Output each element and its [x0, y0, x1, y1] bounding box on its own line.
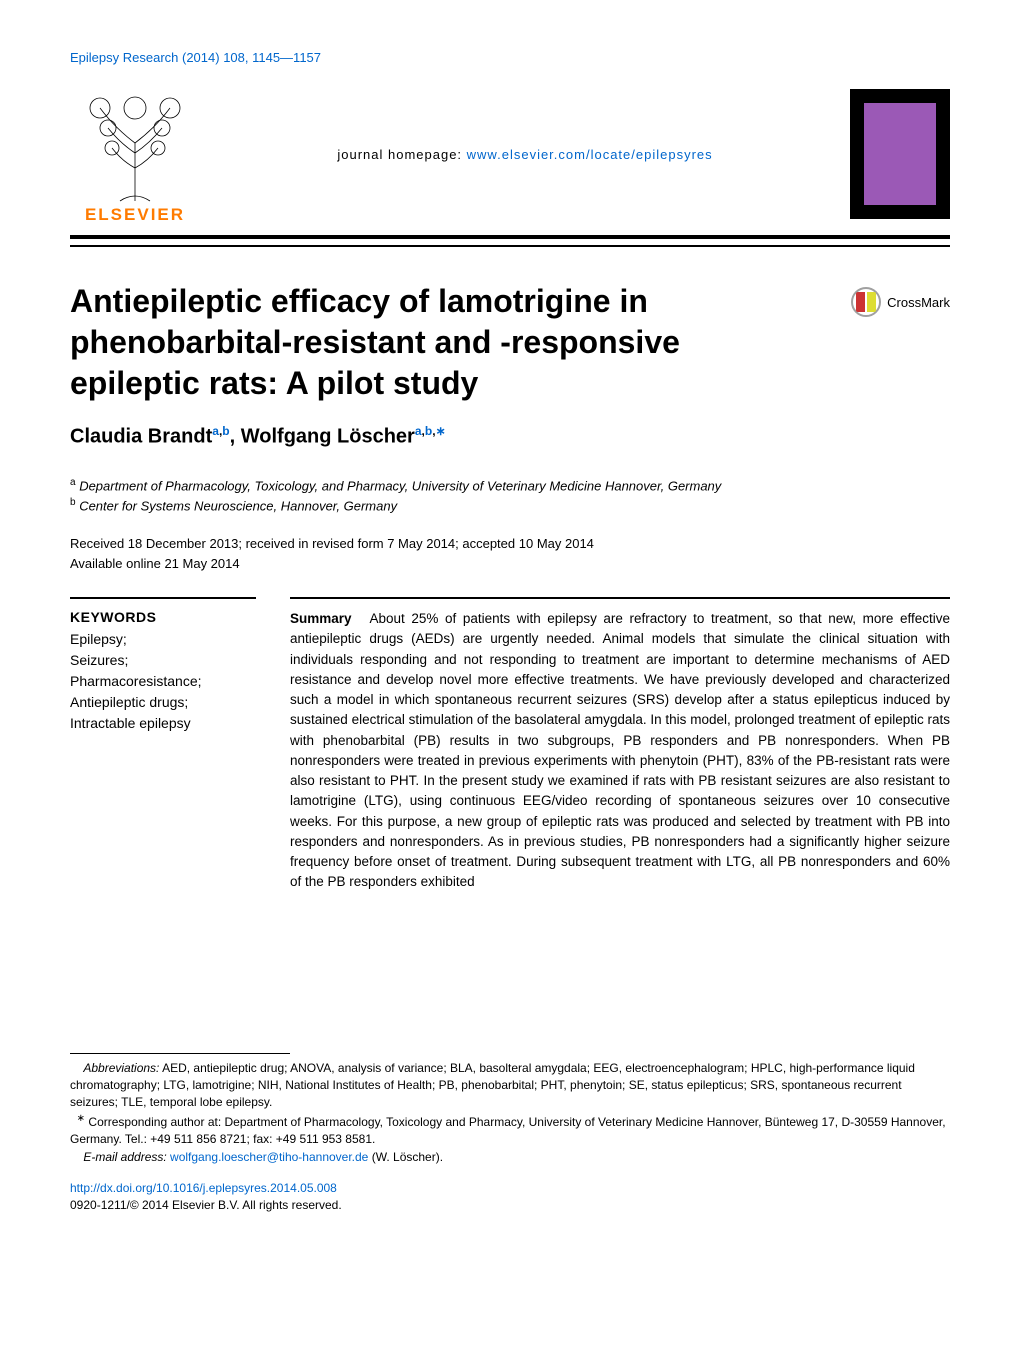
summary-body: About 25% of patients with epilepsy are …: [290, 611, 950, 889]
summary-paragraph: SummaryAbout 25% of patients with epilep…: [290, 609, 950, 893]
summary-column: SummaryAbout 25% of patients with epilep…: [290, 597, 950, 893]
homepage-link[interactable]: www.elsevier.com/locate/epilepsyres: [467, 147, 713, 162]
copyright-line: 0920-1211/© 2014 Elsevier B.V. All right…: [70, 1197, 950, 1214]
author-2-affil-a[interactable]: a: [415, 424, 422, 438]
email-who: (W. Löscher).: [368, 1150, 443, 1164]
author-1: Claudia Brandt: [70, 426, 212, 448]
article-title: Antiepileptic efficacy of lamotrigine in…: [70, 281, 760, 404]
keyword-item: Epilepsy;: [70, 629, 256, 650]
email-line: E-mail address: wolfgang.loescher@tiho-h…: [70, 1149, 950, 1166]
received-line: Received 18 December 2013; received in r…: [70, 534, 950, 554]
journal-homepage-line: journal homepage: www.elsevier.com/locat…: [200, 147, 850, 162]
summary-lead: Summary: [290, 611, 352, 626]
doi-link[interactable]: http://dx.doi.org/10.1016/j.eplepsyres.2…: [70, 1181, 337, 1195]
authors-line: Claudia Brandta,b, Wolfgang Löschera,b,∗: [70, 424, 950, 449]
homepage-label: journal homepage:: [337, 147, 466, 162]
keywords-column: KEYWORDS Epilepsy; Seizures; Pharmacores…: [70, 597, 256, 893]
publisher-logo-block: ELSEVIER: [70, 83, 200, 225]
corresponding-author-line: ∗ Corresponding author at: Department of…: [70, 1112, 950, 1149]
affiliation-b: Center for Systems Neuroscience, Hannove…: [79, 499, 397, 514]
keywords-heading: KEYWORDS: [70, 609, 256, 625]
journal-cover-thumbnail: [850, 89, 950, 219]
crossmark-label: CrossMark: [887, 295, 950, 310]
crossmark-badge[interactable]: CrossMark: [851, 287, 950, 317]
author-1-affil-a[interactable]: a: [212, 424, 219, 438]
crossmark-icon: [851, 287, 881, 317]
email-lead: E-mail address:: [83, 1150, 170, 1164]
corresponding-text: Corresponding author at: Department of P…: [70, 1115, 946, 1146]
publisher-name: ELSEVIER: [85, 205, 185, 225]
header-rule: [70, 245, 950, 247]
email-link[interactable]: wolfgang.loescher@tiho-hannover.de: [170, 1150, 368, 1164]
keyword-item: Seizures;: [70, 650, 256, 671]
author-1-affil-b[interactable]: b: [222, 424, 229, 438]
abbreviations-line: Abbreviations: AED, antiepileptic drug; …: [70, 1060, 950, 1112]
journal-reference: Epilepsy Research (2014) 108, 1145—1157: [70, 50, 950, 65]
abstract-block: KEYWORDS Epilepsy; Seizures; Pharmacores…: [70, 597, 950, 893]
affiliation-a: Department of Pharmacology, Toxicology, …: [79, 478, 721, 493]
footnote-rule: [70, 1053, 290, 1054]
doi-block: http://dx.doi.org/10.1016/j.eplepsyres.2…: [70, 1180, 950, 1215]
keyword-item: Pharmacoresistance;: [70, 671, 256, 692]
elsevier-tree-icon: [80, 83, 190, 203]
journal-reference-link[interactable]: Epilepsy Research (2014) 108, 1145—1157: [70, 50, 321, 65]
author-2-corresponding[interactable]: ∗: [436, 424, 446, 438]
available-line: Available online 21 May 2014: [70, 554, 950, 574]
journal-header: ELSEVIER journal homepage: www.elsevier.…: [70, 83, 950, 239]
author-2: Wolfgang Löscher: [241, 426, 415, 448]
footnotes: Abbreviations: AED, antiepileptic drug; …: [70, 1060, 950, 1166]
author-2-affil-b[interactable]: b: [425, 424, 432, 438]
keyword-item: Antiepileptic drugs;: [70, 692, 256, 713]
article-dates: Received 18 December 2013; received in r…: [70, 534, 950, 573]
abbreviations-lead: Abbreviations:: [83, 1061, 159, 1075]
keywords-list: Epilepsy; Seizures; Pharmacoresistance; …: [70, 629, 256, 734]
abbreviations-text: AED, antiepileptic drug; ANOVA, analysis…: [70, 1061, 915, 1110]
keyword-item: Intractable epilepsy: [70, 713, 256, 734]
affiliations: a Department of Pharmacology, Toxicology…: [70, 475, 950, 517]
